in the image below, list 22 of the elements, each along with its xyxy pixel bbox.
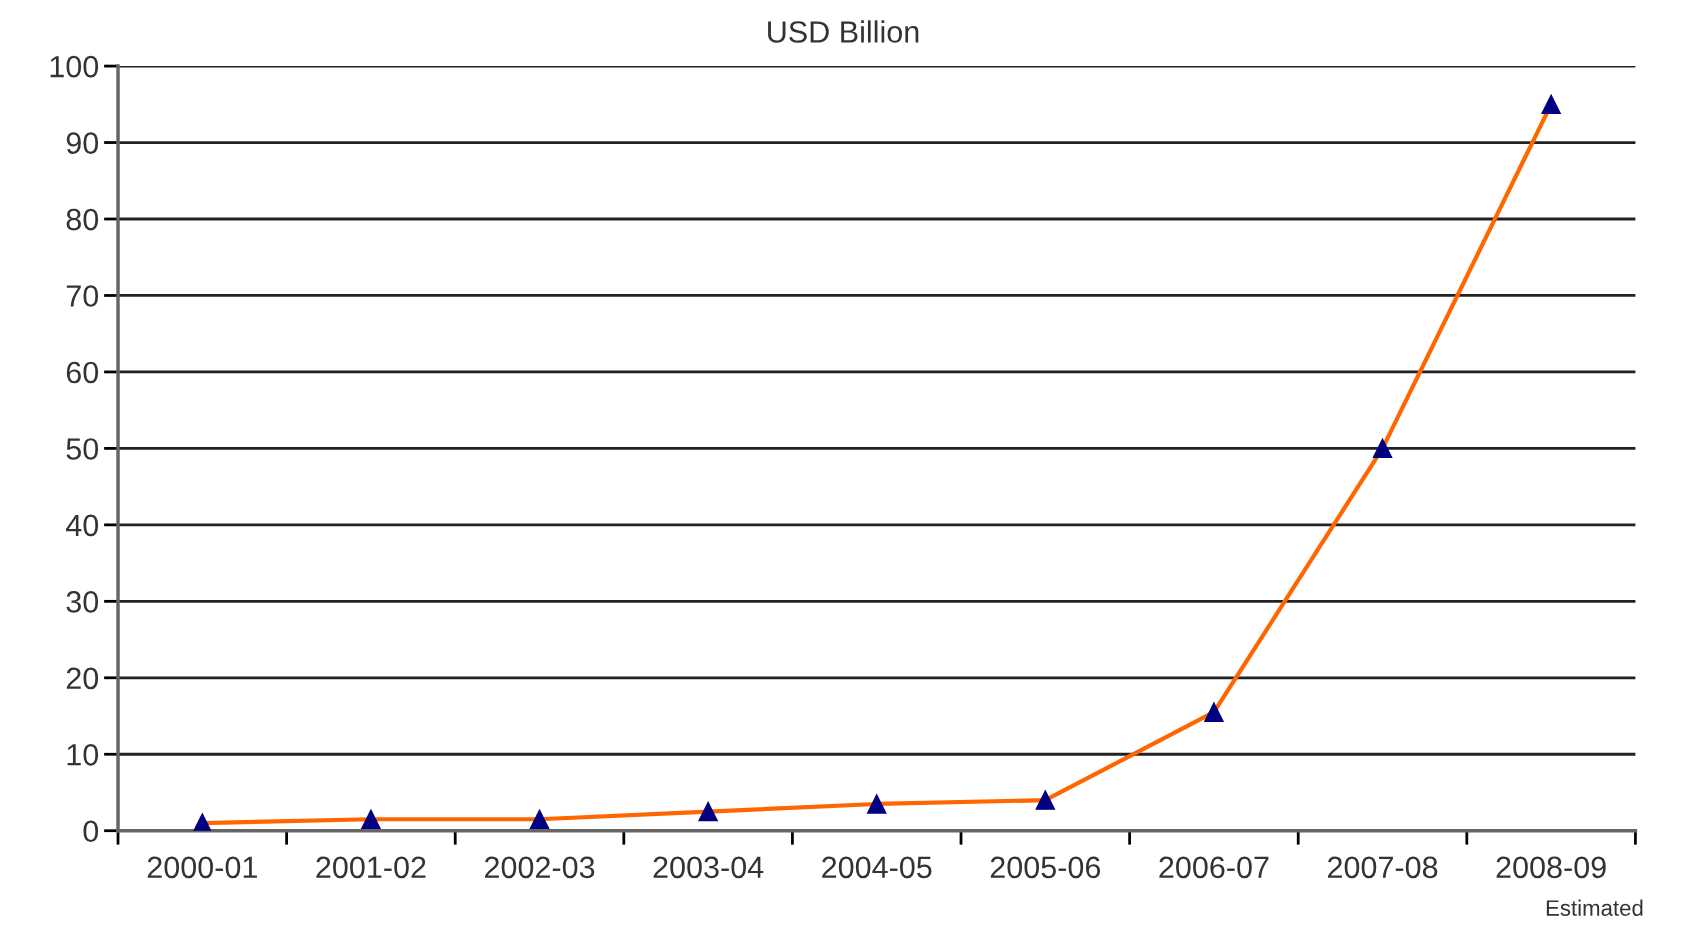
y-tick-label: 100 [50,55,99,78]
x-tick-label: 2004-05 [822,856,932,879]
y-tick-label: 50 [66,438,99,460]
y-tick-label: 90 [66,132,99,154]
y-tick-label: 40 [65,514,99,537]
chart-title: USD Billion [768,20,919,43]
y-tick-label: 30 [66,591,99,613]
x-tick-label: 2000-01 [147,856,257,879]
x-tick-label: 2003-04 [653,856,764,879]
x-tick-label: 2008-09 [1496,856,1606,879]
x-tick-label: 2006-07 [1159,856,1269,879]
x-tick-label: 2005-06 [990,856,1101,879]
x-tick-label: 2007-08 [1327,856,1438,879]
y-tick-label: 80 [66,208,99,231]
text: Estimated [1546,899,1643,916]
y-tick-label: 10 [67,743,99,766]
x-tick-label: 2002-03 [485,856,595,879]
x-tick-label: 2001-02 [316,856,426,879]
y-tick-label: 0 [83,820,99,843]
y-tick-label: 60 [66,361,99,384]
y-tick-label: 70 [66,285,99,307]
y-tick-label: 20 [66,667,99,690]
